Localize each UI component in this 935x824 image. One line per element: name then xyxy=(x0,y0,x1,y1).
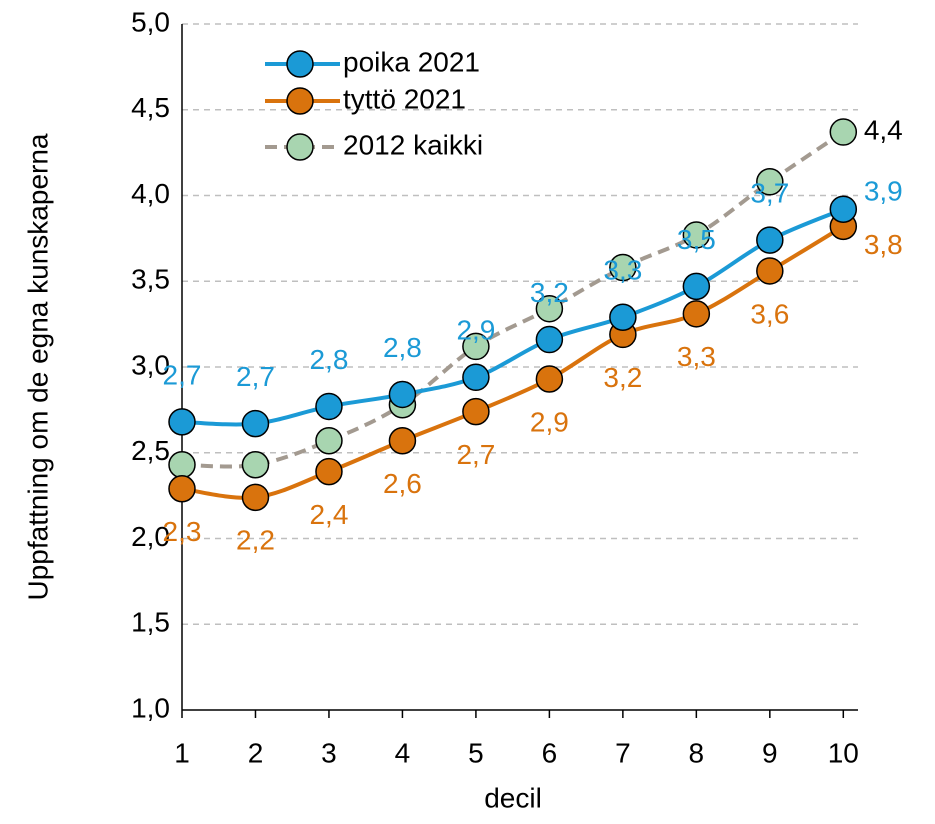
x-tick-label: 3 xyxy=(321,737,337,768)
y-tick-label: 2,5 xyxy=(131,435,170,466)
marker xyxy=(829,118,858,146)
data-label: 3,3 xyxy=(677,341,716,372)
marker xyxy=(682,221,711,249)
marker xyxy=(535,294,564,323)
y-tick-label: 2,0 xyxy=(131,521,170,552)
data-label: 3,6 xyxy=(750,298,789,329)
x-tick-label: 1 xyxy=(174,737,190,768)
x-tick-label: 8 xyxy=(689,737,705,768)
marker xyxy=(168,475,196,503)
y-tick-label: 5,0 xyxy=(131,6,170,37)
legend-label: tyttö 2021 xyxy=(343,83,466,114)
data-label: 4,4 xyxy=(864,114,903,145)
series-line xyxy=(181,130,845,469)
data-label: 2,3 xyxy=(163,516,202,547)
y-tick-label: 4,0 xyxy=(131,178,170,209)
data-label: 2,6 xyxy=(383,468,422,499)
marker xyxy=(388,426,417,455)
data-label: 3,9 xyxy=(864,176,903,207)
data-label: 3,3 xyxy=(603,255,642,286)
marker xyxy=(609,253,637,282)
marker xyxy=(388,380,417,409)
x-tick-label: 4 xyxy=(395,737,411,768)
marker xyxy=(609,303,637,332)
y-tick-label: 4,5 xyxy=(131,92,170,123)
data-label: 2,7 xyxy=(163,359,202,390)
x-tick-label: 5 xyxy=(468,737,484,768)
marker xyxy=(462,332,490,361)
data-label: 2,8 xyxy=(309,344,348,375)
legend-marker xyxy=(286,133,314,161)
data-label: 2,9 xyxy=(530,406,569,437)
data-label: 3,2 xyxy=(603,362,642,393)
marker xyxy=(756,257,784,285)
marker xyxy=(829,195,858,223)
series-line xyxy=(181,224,845,500)
x-tick-label: 7 xyxy=(615,737,631,768)
legend-marker xyxy=(286,50,314,78)
marker xyxy=(535,365,564,393)
series-line xyxy=(181,207,845,427)
marker xyxy=(535,325,564,354)
marker xyxy=(315,426,343,455)
marker xyxy=(315,392,343,421)
y-axis-label: Uppfattning om de egna kunskaperna xyxy=(22,133,53,600)
x-tick-label: 2 xyxy=(248,737,264,768)
data-label: 2,7 xyxy=(456,439,495,470)
marker xyxy=(682,272,711,301)
data-label: 3,8 xyxy=(864,229,903,260)
data-label: 2,9 xyxy=(456,315,495,346)
y-tick-label: 1,0 xyxy=(131,692,170,723)
marker xyxy=(756,168,784,196)
x-tick-label: 9 xyxy=(762,737,778,768)
y-tick-label: 3,5 xyxy=(131,264,170,295)
y-tick-label: 1,5 xyxy=(131,607,170,638)
marker xyxy=(462,397,490,426)
x-axis-label: decil xyxy=(484,782,542,813)
x-tick-label: 10 xyxy=(828,737,859,768)
data-label: 2,4 xyxy=(309,499,348,530)
data-label: 2,2 xyxy=(236,525,275,556)
x-tick-label: 6 xyxy=(542,737,558,768)
legend-label: 2012 kaikki xyxy=(343,129,483,160)
marker xyxy=(756,226,784,254)
legend-marker xyxy=(286,87,314,115)
marker xyxy=(462,363,490,392)
marker xyxy=(168,451,196,479)
marker xyxy=(682,300,711,328)
data-label: 3,7 xyxy=(750,177,789,208)
marker xyxy=(241,483,270,512)
data-label: 2,7 xyxy=(236,361,275,392)
marker xyxy=(241,409,270,438)
legend-label: poika 2021 xyxy=(343,46,480,77)
marker xyxy=(168,408,196,436)
marker xyxy=(241,451,270,479)
data-label: 3,2 xyxy=(530,277,569,308)
data-label: 2,8 xyxy=(383,332,422,363)
marker xyxy=(315,457,343,486)
y-tick-label: 3,0 xyxy=(131,349,170,380)
data-label: 3,5 xyxy=(677,224,716,255)
